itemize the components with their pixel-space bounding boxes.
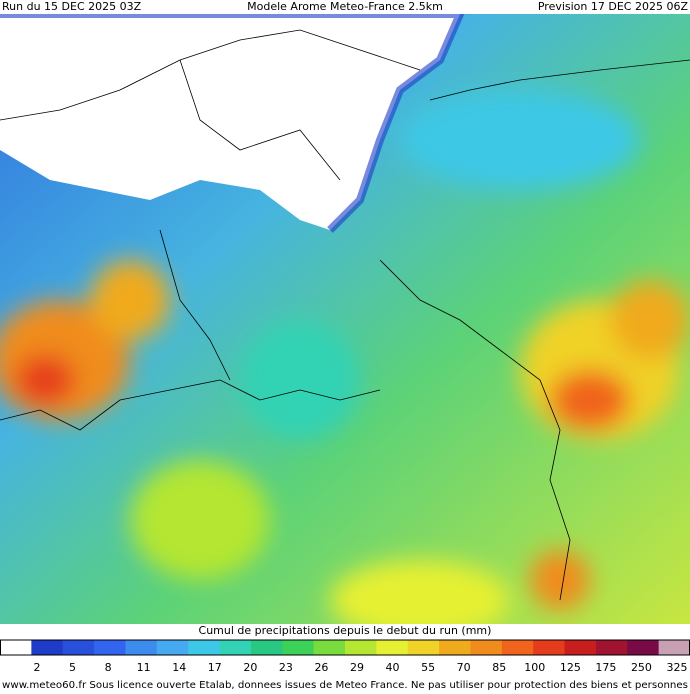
colorbar-swatch <box>564 640 597 655</box>
footer: www.meteo60.fr Sous licence ouverte Etal… <box>2 680 688 690</box>
colorbar-label: 14 <box>172 661 186 674</box>
colorbar-label: 26 <box>314 661 328 674</box>
colorbar-label: 17 <box>208 661 222 674</box>
colorbar-label: 85 <box>492 661 506 674</box>
colorbar-title: Cumul de precipitations depuis le debut … <box>199 624 492 637</box>
colorbar-swatch <box>313 640 346 655</box>
forecast-label: Prevision 17 DEC 2025 06Z <box>538 0 689 13</box>
colorbar-label: 125 <box>560 661 581 674</box>
borders <box>0 29 690 601</box>
colorbar-swatch <box>219 640 252 655</box>
colorbar-swatch <box>501 640 534 655</box>
colorbar-label: 8 <box>105 661 112 674</box>
colorbar-swatch <box>627 640 660 655</box>
colorbar-label: 55 <box>421 661 435 674</box>
colorbar-swatch <box>0 640 32 655</box>
colorbar-swatch <box>156 640 189 655</box>
colorbar-label: 5 <box>69 661 76 674</box>
colorbar-swatch <box>125 640 158 655</box>
colorbar-swatch <box>94 640 126 655</box>
colorbar-swatch <box>595 640 628 655</box>
model-label: Modele Arome Meteo-France 2.5km <box>247 0 443 13</box>
colorbar-label: 11 <box>137 661 151 674</box>
colorbar-swatch <box>188 640 221 655</box>
colorbar-swatch <box>658 640 690 655</box>
colorbar-swatch <box>282 640 315 655</box>
colorbar-swatch <box>470 640 503 655</box>
colorbar-swatch <box>376 640 409 655</box>
colorbar-label: 325 <box>667 661 688 674</box>
colorbar-label: 175 <box>595 661 616 674</box>
colorbar-label: 100 <box>524 661 545 674</box>
colorbar-swatch <box>31 640 64 655</box>
colorbar-swatch <box>439 640 471 655</box>
colorbar-swatch <box>407 640 440 655</box>
colorbar-label: 40 <box>386 661 400 674</box>
colorbar-label: 29 <box>350 661 364 674</box>
colorbar-swatch <box>250 640 283 655</box>
colorbar-swatch <box>345 640 377 655</box>
colorbar-label: 70 <box>457 661 471 674</box>
colorbar-label: 23 <box>279 661 293 674</box>
precip-field <box>0 10 690 640</box>
colorbar: 2 5 8 11 14 17 20 23 26 29 40 55 70 85 100 125 175 250 325 <box>0 639 690 674</box>
colorbar-swatch <box>533 640 566 655</box>
colorbar-label: 250 <box>631 661 652 674</box>
colorbar-label: 20 <box>243 661 257 674</box>
colorbar-swatch <box>62 640 95 655</box>
run-label: Run du 15 DEC 2025 03Z <box>2 0 142 13</box>
colorbar-label: 2 <box>34 661 41 674</box>
